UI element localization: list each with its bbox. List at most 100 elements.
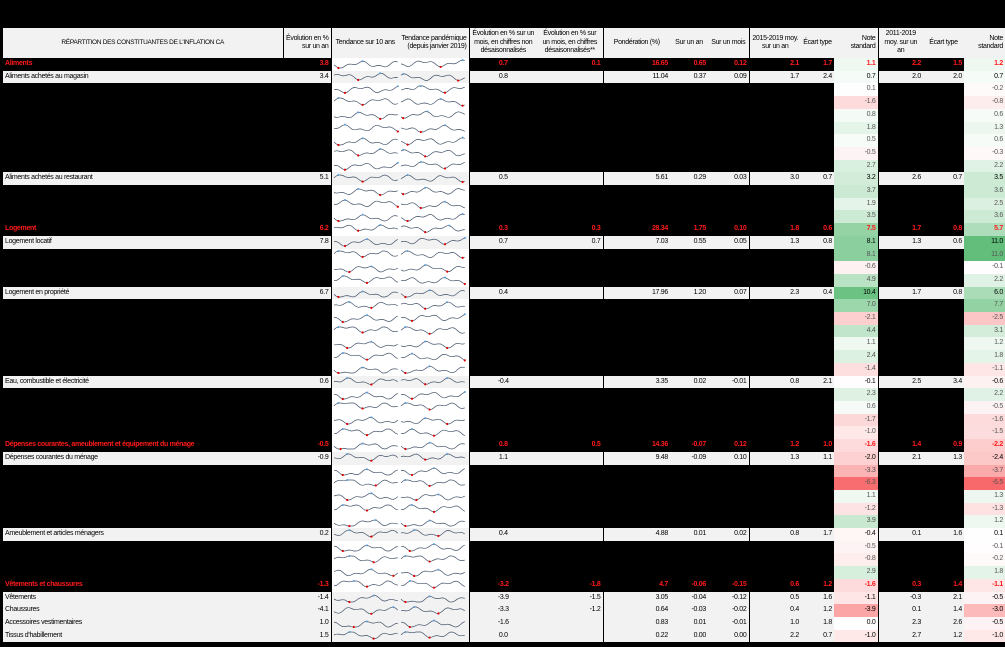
cell-momNsa: [469, 96, 537, 109]
cell-cy: -0.03: [670, 604, 708, 617]
cell-z2: -3.7: [964, 464, 1005, 478]
cell-momSa: [537, 451, 604, 465]
cell-z1: -1.0: [834, 629, 879, 643]
cell-yoy: 1.5: [283, 629, 332, 643]
cell-label: [3, 261, 283, 274]
sparkline-10y: [331, 566, 399, 579]
cell-a1: [749, 273, 801, 287]
cell-z2: -0.2: [964, 83, 1005, 97]
cell-yoy: 3.8: [283, 58, 332, 71]
cell-a1: [749, 426, 801, 440]
cell-a2: [878, 464, 923, 478]
cell-label: [3, 388, 283, 401]
cell-s2: 1.6: [923, 528, 964, 541]
cell-s1: [801, 426, 834, 440]
cell-z2: 1.2: [964, 58, 1005, 71]
cell-cy: [670, 108, 708, 122]
cell-momNsa: [469, 146, 537, 160]
cell-label: [3, 502, 283, 516]
cell-yoy: [283, 350, 332, 363]
sparkline-pandemic: [399, 388, 470, 401]
cell-cy: 0.01: [670, 616, 708, 630]
hidden-row: 2.3 2.2: [3, 388, 1005, 401]
cell-s1: [801, 540, 834, 554]
cell-z1: 10.4: [834, 286, 879, 300]
cell-a1: 2.2: [749, 629, 801, 643]
cell-label: Accessoires vestimentaires: [3, 616, 283, 630]
cell-label: Logement en propriété: [3, 286, 283, 300]
cell-momNsa: [469, 566, 537, 579]
cell-s1: [801, 185, 834, 198]
cell-cm: [708, 299, 750, 313]
sparkline-10y: [331, 108, 399, 122]
cell-s2: [923, 159, 964, 173]
cell-a1: [749, 108, 801, 122]
cell-label: Logement: [3, 223, 283, 236]
cell-weight: 5.61: [603, 172, 670, 186]
cell-cy: [670, 413, 708, 427]
cell-label: [3, 350, 283, 363]
sparkline-pandemic: [399, 350, 470, 363]
cell-yoy: [283, 83, 332, 97]
cell-s1: [801, 324, 834, 338]
cell-momNsa: 0.5: [469, 172, 537, 186]
cell-momSa: [537, 197, 604, 211]
cell-cy: [670, 489, 708, 503]
cell-cm: 0.02: [708, 528, 750, 541]
cell-cy: [670, 502, 708, 516]
cell-s2: [923, 108, 964, 122]
cell-label: Vêtements et chaussures: [3, 578, 283, 592]
cell-a1: [749, 362, 801, 376]
cell-label: Eau, combustible et électricité: [3, 375, 283, 389]
hidden-row: 4.9 2.2: [3, 273, 1005, 287]
hidden-row: -0.8 -0.2: [3, 553, 1005, 567]
cell-cy: [670, 96, 708, 109]
cell-s1: [801, 121, 834, 135]
cell-momSa: 0.1: [537, 58, 604, 71]
cell-cy: [670, 185, 708, 198]
cell-a2: [878, 477, 923, 490]
cell-yoy: 7.8: [283, 235, 332, 249]
cell-cy: [670, 515, 708, 529]
cell-a2: [878, 96, 923, 109]
cell-z2: 2.5: [964, 197, 1005, 211]
cell-cm: -0.12: [708, 591, 750, 605]
hidden-row: 2.7 2.2: [3, 159, 1005, 173]
cell-yoy: [283, 273, 332, 287]
sparkline-pandemic: [399, 83, 470, 97]
sparkline-pandemic: [399, 477, 470, 490]
cell-a2: 0.1: [878, 604, 923, 617]
hidden-row: 3.7 3.6: [3, 185, 1005, 198]
cell-label: [3, 108, 283, 122]
cell-momSa: [537, 185, 604, 198]
cell-cm: [708, 96, 750, 109]
cell-momSa: [537, 261, 604, 274]
category-row: Aliments 3.8 0.7 0.1 16.65 0.65 0.12 2.1 1.7 1.1 2…: [3, 58, 1005, 71]
cell-z2: -0.5: [964, 400, 1005, 414]
sparkline-10y: [331, 172, 399, 186]
cell-cm: 0.10: [708, 223, 750, 236]
cell-momNsa: [469, 350, 537, 363]
sparkline-10y: [331, 629, 399, 643]
cell-momSa: [537, 464, 604, 478]
cell-a2: [878, 426, 923, 440]
cell-momSa: [537, 324, 604, 338]
cell-momNsa: [469, 464, 537, 478]
cell-yoy: [283, 185, 332, 198]
cell-s1: 1.2: [801, 578, 834, 592]
header-z-2011-2019: Note standard: [964, 28, 1005, 58]
cell-yoy: [283, 312, 332, 325]
cell-momNsa: 0.8: [469, 70, 537, 84]
cell-z2: -3.0: [964, 604, 1005, 617]
sparkline-10y: [331, 439, 399, 452]
cell-cm: [708, 159, 750, 173]
cell-a2: -0.3: [878, 591, 923, 605]
hidden-row: 1.1 1.3: [3, 489, 1005, 503]
hidden-row: -6.3 -6.5: [3, 477, 1005, 490]
cell-z2: 2.2: [964, 273, 1005, 287]
cell-weight: [603, 134, 670, 147]
cell-a1: 1.7: [749, 70, 801, 84]
cell-z1: 2.4: [834, 350, 879, 363]
cell-z1: 4.4: [834, 324, 879, 338]
cell-momSa: [537, 312, 604, 325]
